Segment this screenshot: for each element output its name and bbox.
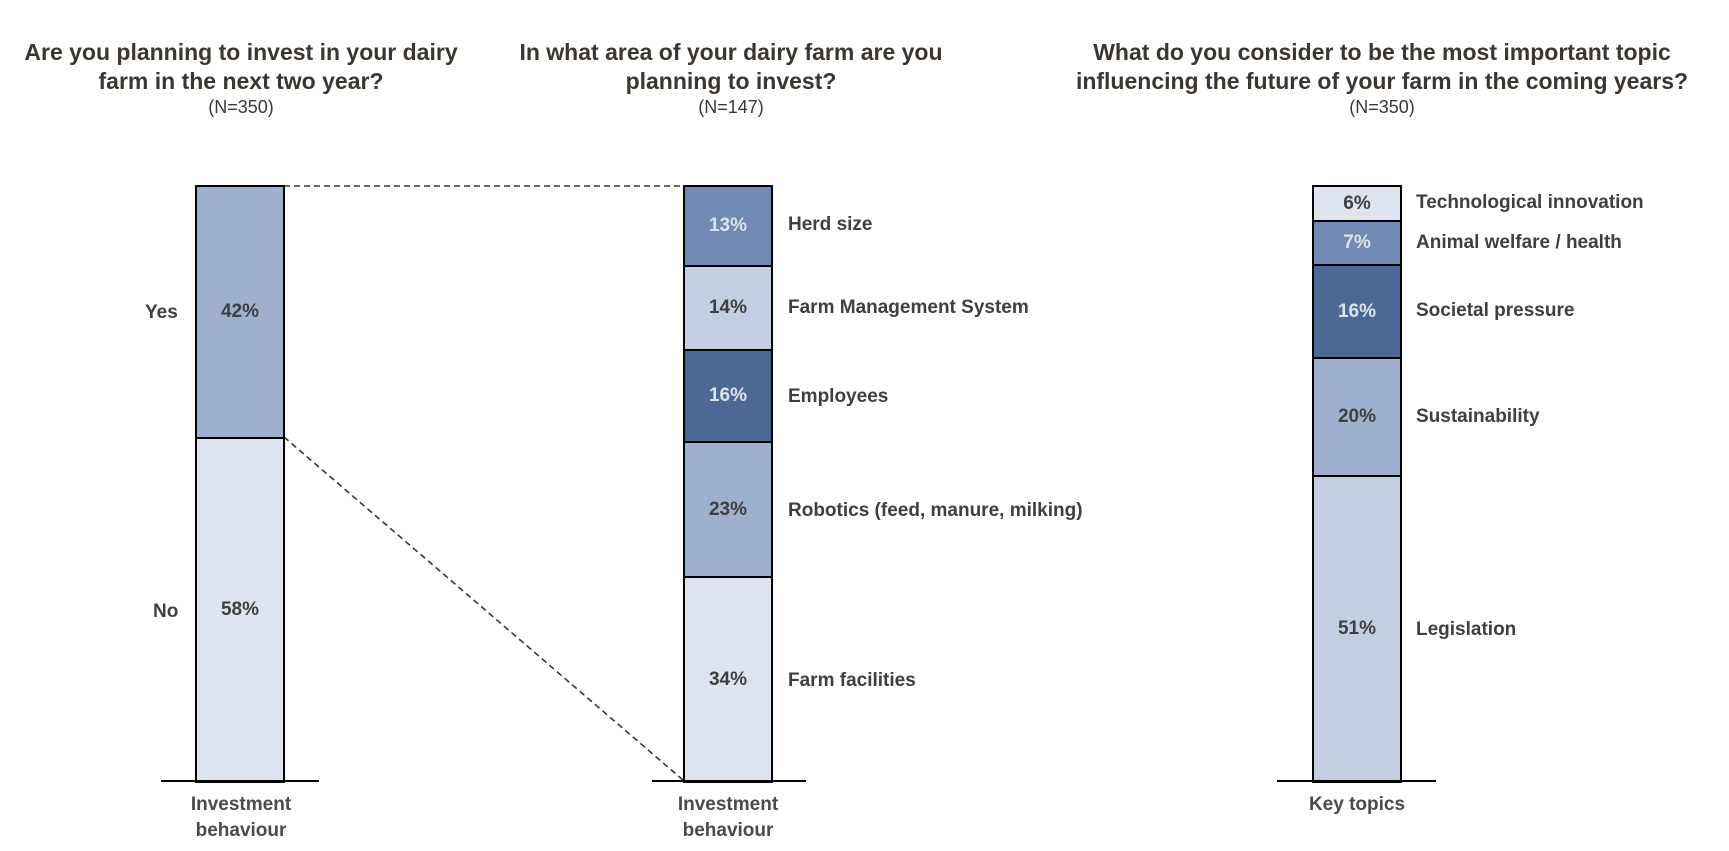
chart3-x-axis bbox=[1277, 780, 1436, 782]
chart2-title-line2: planning to invest? bbox=[625, 68, 837, 94]
category-label-yes: Yes bbox=[145, 302, 178, 323]
bar-segment-yes: 42% bbox=[195, 185, 285, 439]
bar-segment-robotics: 23% bbox=[683, 441, 773, 578]
chart1-title-line2: farm in the next two year? bbox=[98, 68, 384, 94]
bar-segment-herd-size: 13% bbox=[683, 185, 773, 267]
legend-label-legislation: Legislation bbox=[1416, 619, 1517, 640]
chart1-title: Are you planning to invest in your dairy… bbox=[24, 38, 457, 118]
legend-label-robotics: Robotics (feed, manure, milking) bbox=[788, 500, 1083, 521]
chart2-title-line1: In what area of your dairy farm are you bbox=[519, 39, 943, 65]
chart1-x-axis bbox=[161, 780, 319, 782]
legend-label-sustainability: Sustainability bbox=[1416, 406, 1540, 427]
chart3-sample-size: (N=350) bbox=[1349, 97, 1415, 117]
chart1-title-line1: Are you planning to invest in your dairy bbox=[24, 39, 458, 65]
chart3-axis-label: Key topics bbox=[1308, 794, 1406, 815]
chart2-axis-label: Investment behaviour bbox=[677, 794, 779, 841]
chart1-axis-label: Investment behaviour bbox=[190, 794, 292, 841]
chart3-title: What do you consider to be the most impo… bbox=[1076, 38, 1688, 118]
legend-label-herd-size: Herd size bbox=[788, 214, 873, 235]
chart1-sample-size: (N=350) bbox=[208, 97, 274, 117]
segment-value: 58% bbox=[220, 599, 260, 620]
chart3-title-line2: influencing the future of your farm in t… bbox=[1075, 68, 1689, 94]
bar-segment-farm-facilities: 34% bbox=[683, 576, 773, 783]
bar-segment-employees: 16% bbox=[683, 349, 773, 443]
bar-segment-animal-welfare: 7% bbox=[1312, 220, 1402, 266]
bar-segment-societal-pressure: 16% bbox=[1312, 264, 1402, 359]
category-label-no: No bbox=[153, 601, 179, 622]
legend-label-farm-management-system: Farm Management System bbox=[788, 297, 1029, 318]
chart3-title-line1: What do you consider to be the most impo… bbox=[1093, 39, 1671, 65]
bar-segment-farm-management-system: 14% bbox=[683, 265, 773, 351]
chart2-title: In what area of your dairy farm are you … bbox=[519, 38, 942, 118]
bar-segment-no: 58% bbox=[195, 437, 285, 783]
chart2-x-axis bbox=[652, 780, 806, 782]
segment-value: 42% bbox=[220, 301, 260, 322]
legend-label-technological-innovation: Technological innovation bbox=[1416, 192, 1644, 213]
legend-label-societal-pressure: Societal pressure bbox=[1416, 300, 1575, 321]
legend-label-farm-facilities: Farm facilities bbox=[788, 670, 916, 691]
bar-segment-sustainability: 20% bbox=[1312, 357, 1402, 477]
chart2-sample-size: (N=147) bbox=[698, 97, 764, 117]
bar-segment-legislation: 51% bbox=[1312, 475, 1402, 783]
legend-label-employees: Employees bbox=[788, 386, 889, 407]
bar-segment-technological-innovation: 6% bbox=[1312, 185, 1402, 222]
legend-label-animal-welfare: Animal welfare / health bbox=[1416, 232, 1622, 253]
